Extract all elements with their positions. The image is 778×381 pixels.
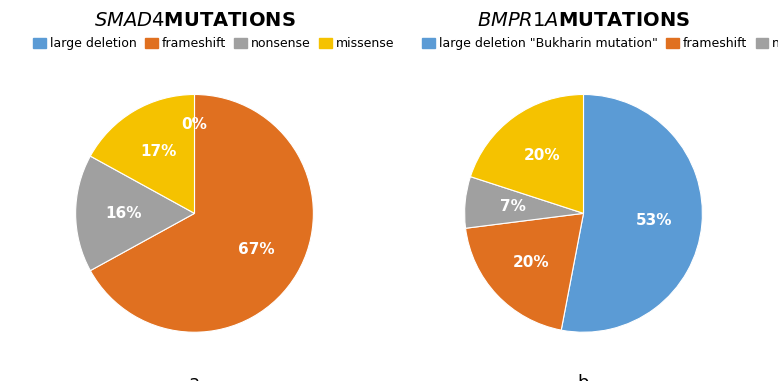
Wedge shape <box>561 94 703 332</box>
Text: 16%: 16% <box>105 206 142 221</box>
Text: 0%: 0% <box>181 117 208 132</box>
Legend: large deletion, frameshift, nonsense, missense: large deletion, frameshift, nonsense, mi… <box>28 32 399 55</box>
Wedge shape <box>465 213 584 330</box>
Title: $\bf{\it{BMPR1A}}$$\bf{ MUTATIONS}$: $\bf{\it{BMPR1A}}$$\bf{ MUTATIONS}$ <box>477 11 690 30</box>
Text: 53%: 53% <box>636 213 673 227</box>
Wedge shape <box>90 94 194 213</box>
Text: 17%: 17% <box>140 144 177 160</box>
Title: $\bf{\it{SMAD4}}$$\bf{ MUTATIONS}$: $\bf{\it{SMAD4}}$$\bf{ MUTATIONS}$ <box>93 11 296 30</box>
Text: 67%: 67% <box>237 242 274 257</box>
Legend: large deletion "Bukharin mutation", frameshift, nonsense, missense: large deletion "Bukharin mutation", fram… <box>417 32 778 55</box>
Text: 20%: 20% <box>524 148 560 163</box>
Text: b: b <box>578 374 589 381</box>
Wedge shape <box>464 177 584 228</box>
Wedge shape <box>90 94 314 332</box>
Wedge shape <box>75 156 194 271</box>
Text: a: a <box>189 374 200 381</box>
Text: 7%: 7% <box>499 199 525 214</box>
Wedge shape <box>471 94 584 213</box>
Text: 20%: 20% <box>513 255 550 270</box>
